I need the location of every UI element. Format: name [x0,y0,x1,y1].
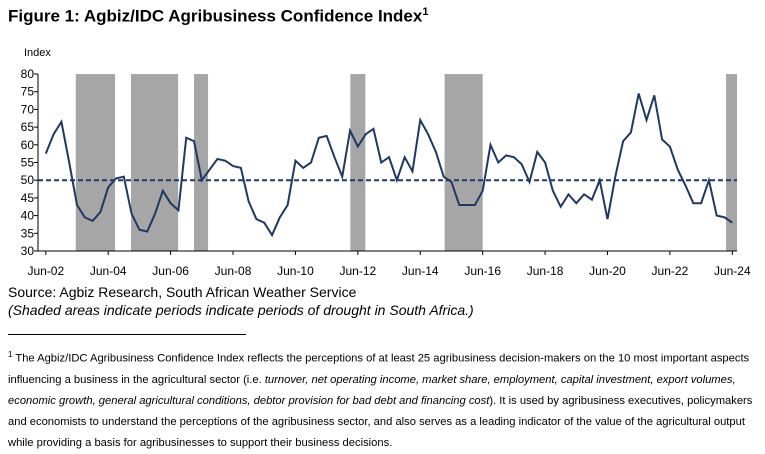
x-tick-label: Jun-22 [652,264,689,278]
footnote-italic: turnover, net operating income, market s… [8,373,736,407]
footnote-text: The Agbiz/IDC Agribusiness Confidence In… [8,352,750,386]
drought-shade [194,74,209,251]
chart: Index 30 35 40 45 50 55 60 65 70 75 80 Jun-02 Jun-04… [21,47,751,278]
source: Source: Agbiz Research, South African We… [8,284,357,300]
footnote-marker: 1 [422,6,429,18]
x-tick-label: Jun-02 [27,264,64,278]
y-axis-label: Index [24,47,51,59]
drought-shade [444,74,483,251]
x-tick-label: Jun-06 [152,264,189,278]
drought-shade [350,74,366,251]
y-tick-label: 80 [21,67,35,81]
y-tick-label: 50 [21,173,35,187]
y-tick-label: 75 [21,85,35,99]
y-tick-label: 65 [21,120,35,134]
note: (Shaded areas indicate periods indicate … [8,302,474,318]
y-tick-label: 30 [21,244,35,258]
x-tick-label: Jun-08 [215,264,252,278]
series-line [44,93,733,238]
x-tick-label: Jun-14 [402,264,439,278]
y-tick-label: 55 [21,156,35,170]
y-tick-label: 40 [21,209,35,223]
x-tick-label: Jun-10 [277,264,314,278]
source-block: Source: Agbiz Research, South African We… [8,283,474,319]
x-tick-label: Jun-16 [464,264,501,278]
x-tick-label: Jun-20 [589,264,626,278]
page: {"chart_data": {"type": "line", "title":… [8,6,753,449]
drought-shade [75,74,116,251]
drought-shade [726,74,737,251]
title-text: Figure 1: Agbiz/IDC Agribusiness Confide… [8,6,423,26]
x-tick-label: Jun-24 [714,264,751,278]
title: Figure 1: Agbiz/IDC Agribusiness Confide… [8,6,428,27]
footnote-marker: 1 [8,350,13,359]
footnote: 1 The Agbiz/IDC Agribusiness Confidence … [8,344,763,454]
y-tick-label: 70 [21,102,35,116]
x-tick-label: Jun-12 [340,264,377,278]
drought-shade [130,74,179,251]
x-tick-label: Jun-18 [527,264,564,278]
x-tick-label: Jun-04 [90,264,127,278]
y-tick-label: 35 [21,226,35,240]
y-tick-label: 60 [21,138,35,152]
footnote-rule [8,334,246,335]
y-tick-label: 45 [21,191,35,205]
